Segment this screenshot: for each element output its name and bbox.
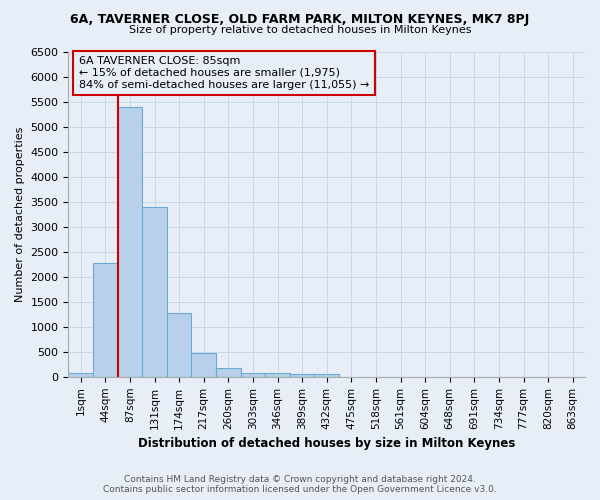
Bar [290,374,314,377]
Y-axis label: Number of detached properties: Number of detached properties [15,126,25,302]
Bar [241,372,265,377]
Bar [93,263,118,377]
Bar [142,206,167,377]
Bar [191,354,216,377]
Text: Contains HM Land Registry data © Crown copyright and database right 2024.
Contai: Contains HM Land Registry data © Crown c… [103,474,497,494]
Bar [265,374,290,377]
Bar [167,313,191,377]
Text: Size of property relative to detached houses in Milton Keynes: Size of property relative to detached ho… [129,25,471,35]
Text: 6A, TAVERNER CLOSE, OLD FARM PARK, MILTON KEYNES, MK7 8PJ: 6A, TAVERNER CLOSE, OLD FARM PARK, MILTO… [70,12,530,26]
X-axis label: Distribution of detached houses by size in Milton Keynes: Distribution of detached houses by size … [138,437,515,450]
Bar [314,374,339,377]
Bar [68,373,93,377]
Text: 6A TAVERNER CLOSE: 85sqm
← 15% of detached houses are smaller (1,975)
84% of sem: 6A TAVERNER CLOSE: 85sqm ← 15% of detach… [79,56,369,90]
Bar [216,368,241,377]
Bar [118,106,142,377]
